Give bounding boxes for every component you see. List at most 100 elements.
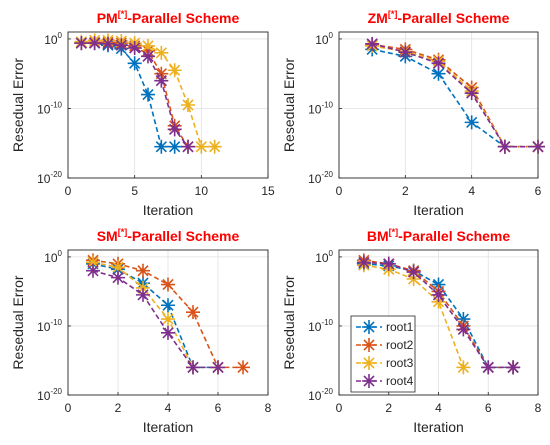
y-axis-label: Resedual Error [281,275,297,369]
y-tick-exponent: 0 [58,31,63,40]
y-tick-base: 10 [315,33,329,47]
x-tick-label: 8 [535,401,542,415]
x-tick-label: 6 [215,401,222,415]
chart-title: PM[*]-Parallel Scheme [97,9,240,26]
x-tick-label: 4 [468,184,475,198]
x-axis-label: Iteration [413,419,464,435]
y-tick-label: 10-20 [37,387,62,403]
y-tick-base: 10 [308,102,322,116]
legend-label: root1 [386,320,414,334]
data-point-series-3 [207,139,222,154]
chart-title: SM[*]-Parallel Scheme [97,227,240,244]
chart-title-prefix: ZM [368,10,388,26]
data-point-series-3 [161,312,175,327]
y-axis-label: Resedual Error [10,275,26,369]
chart-title: BM[*]-Parallel Scheme [367,227,511,244]
data-point-series-2 [161,277,175,292]
y-tick-label: 100 [315,249,333,265]
chart-title-superscript: [*] [118,227,128,237]
x-tick-label: 10 [195,184,209,198]
y-tick-base: 10 [44,33,58,47]
data-point-series-1 [141,87,155,102]
data-point-series-4 [127,40,142,55]
series-line-4 [92,269,218,369]
data-point-series-4 [111,270,125,285]
y-tick-exponent: 0 [329,31,334,40]
data-point-series-3 [167,63,182,78]
y-tick-base: 10 [308,389,322,403]
data-point-series-4 [406,265,421,280]
series-line-2 [372,43,538,148]
legend-label: root4 [386,374,414,388]
y-tick-label: 100 [44,31,62,47]
y-tick-base: 10 [37,102,51,116]
y-tick-exponent: -20 [50,170,62,179]
data-point-series-4 [136,287,150,302]
y-tick-exponent: 0 [58,249,63,258]
y-tick-label: 10-20 [37,170,62,186]
y-axis-label: Resedual Error [10,58,26,152]
x-tick-label: 15 [261,184,275,198]
data-point-series-3 [194,139,209,154]
data-point-series-3 [141,38,155,53]
data-point-series-4 [101,36,115,51]
data-point-series-4 [167,122,182,137]
data-point-series-1 [464,115,479,130]
chart-title-superscript: [*] [389,227,399,237]
data-point-series-4 [181,139,195,154]
legend-label: root2 [386,338,414,352]
y-tick-base: 10 [308,320,322,334]
chart-title-prefix: BM [367,228,389,244]
x-tick-label: 2 [385,401,392,415]
x-tick-label: 8 [265,401,272,415]
chart-title-suffix: -Parallel Scheme [127,10,239,26]
series-line-3 [372,45,538,148]
x-tick-label: 0 [336,401,343,415]
x-tick-label: 0 [65,184,72,198]
series-line-1 [372,48,538,148]
legend-label: root3 [386,356,414,370]
data-point-series-1 [161,298,175,313]
data-point-series-4 [398,45,413,60]
x-tick-label: 2 [115,401,122,415]
x-tick-label: 5 [131,184,138,198]
y-tick-base: 10 [315,251,329,265]
data-point-series-4 [431,287,446,302]
data-point-series-2 [236,360,250,375]
data-point-series-4 [365,36,380,51]
chart-title-suffix: -Parallel Scheme [127,228,239,244]
data-point-series-2 [136,263,150,278]
data-point-series-3 [111,260,125,275]
series-line-1 [92,263,218,369]
data-point-series-4 [356,255,371,270]
chart-title-superscript: [*] [118,9,128,19]
x-tick-label: 2 [402,184,409,198]
data-point-series-4 [531,139,545,154]
data-point-series-4 [431,56,446,71]
plot-frame [67,31,269,179]
y-tick-exponent: -20 [321,387,333,396]
x-tick-label: 0 [336,184,343,198]
legend-box [350,315,416,393]
x-tick-label: 0 [65,401,72,415]
y-axis-label: Resedual Error [281,58,297,152]
y-tick-exponent: -10 [50,100,62,109]
y-tick-base: 10 [44,251,58,265]
data-point-series-4 [481,360,496,375]
x-tick-label: 4 [165,401,172,415]
x-axis-label: Iteration [143,419,194,435]
y-tick-base: 10 [37,172,51,186]
data-point-series-4 [87,36,102,51]
chart-title-prefix: PM [97,10,118,26]
y-tick-label: 10-10 [37,100,62,116]
data-point-series-4 [141,49,155,64]
chart-title-suffix: -Parallel Scheme [397,10,509,26]
y-tick-base: 10 [37,320,51,334]
y-tick-label: 100 [44,249,62,265]
data-point-series-4 [161,325,175,340]
legend: root1 root2 root3 root4 [350,315,416,393]
data-point-series-4 [154,73,169,88]
data-point-series-1 [167,139,182,154]
y-tick-label: 100 [315,31,333,47]
data-point-series-4 [114,38,129,53]
